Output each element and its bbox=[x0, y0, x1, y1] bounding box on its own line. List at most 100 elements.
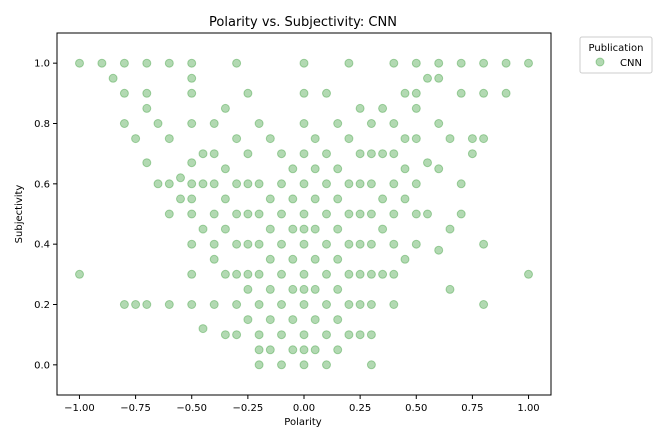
data-point bbox=[187, 300, 197, 309]
data-point bbox=[322, 179, 331, 189]
data-point bbox=[400, 134, 410, 144]
data-point bbox=[322, 330, 331, 340]
data-point bbox=[232, 134, 242, 144]
data-point bbox=[355, 269, 365, 279]
data-point bbox=[467, 134, 477, 144]
data-point bbox=[232, 209, 242, 219]
data-point bbox=[456, 209, 466, 219]
data-point bbox=[501, 58, 511, 68]
legend: Publication CNN bbox=[579, 36, 653, 74]
data-point bbox=[310, 164, 320, 174]
data-point bbox=[310, 315, 320, 325]
data-point bbox=[501, 88, 511, 98]
y-tick-label: 1.0 bbox=[34, 59, 50, 70]
data-point bbox=[187, 179, 197, 189]
data-point bbox=[232, 179, 242, 189]
data-point bbox=[411, 58, 421, 68]
data-point bbox=[445, 134, 455, 144]
data-point bbox=[198, 179, 208, 189]
x-tick-label: 0.50 bbox=[405, 403, 427, 414]
data-point bbox=[220, 224, 230, 234]
data-point bbox=[187, 58, 197, 68]
data-point bbox=[445, 224, 455, 234]
y-axis-label: Subjectivity bbox=[14, 185, 25, 244]
data-point bbox=[164, 300, 174, 309]
data-point bbox=[299, 119, 309, 128]
data-point bbox=[198, 224, 208, 234]
data-point bbox=[164, 58, 174, 68]
data-point bbox=[434, 245, 444, 255]
x-tick-label: −0.50 bbox=[176, 403, 207, 414]
data-point bbox=[108, 73, 118, 83]
data-point bbox=[366, 269, 376, 279]
data-point bbox=[434, 164, 444, 174]
x-tick-label: 0.75 bbox=[461, 403, 483, 414]
x-axis-label: Polarity bbox=[284, 417, 322, 428]
data-point bbox=[187, 269, 197, 279]
data-point bbox=[299, 284, 309, 294]
data-point bbox=[355, 239, 365, 249]
data-point bbox=[243, 88, 253, 98]
data-point bbox=[445, 284, 455, 294]
data-point bbox=[243, 209, 253, 219]
data-point bbox=[355, 300, 365, 309]
data-point bbox=[333, 284, 343, 294]
data-point bbox=[344, 179, 354, 189]
data-point bbox=[389, 179, 399, 189]
data-point bbox=[277, 360, 286, 370]
data-point bbox=[411, 134, 421, 144]
data-point bbox=[333, 164, 343, 174]
data-point bbox=[288, 164, 298, 174]
data-point bbox=[265, 254, 275, 264]
data-point bbox=[344, 209, 354, 219]
data-point bbox=[187, 88, 197, 98]
data-point bbox=[400, 194, 410, 204]
data-point bbox=[389, 269, 399, 279]
data-point bbox=[400, 88, 410, 98]
data-point bbox=[479, 58, 489, 68]
data-point bbox=[322, 149, 331, 159]
data-point bbox=[411, 179, 421, 189]
data-point bbox=[524, 269, 533, 279]
data-point bbox=[344, 300, 354, 309]
data-point bbox=[310, 284, 320, 294]
data-point bbox=[299, 149, 309, 159]
data-point bbox=[254, 179, 264, 189]
data-point bbox=[322, 88, 331, 98]
data-point bbox=[389, 209, 399, 219]
data-point bbox=[389, 300, 399, 309]
x-tick-label: 0.25 bbox=[349, 403, 371, 414]
data-point bbox=[355, 103, 365, 113]
data-point bbox=[265, 315, 275, 325]
data-point bbox=[524, 58, 533, 68]
data-point bbox=[142, 103, 152, 113]
data-point bbox=[153, 119, 163, 128]
data-point bbox=[333, 224, 343, 234]
data-point bbox=[299, 300, 309, 309]
data-point bbox=[243, 315, 253, 325]
data-point bbox=[479, 239, 489, 249]
data-point bbox=[254, 330, 264, 340]
data-point bbox=[265, 194, 275, 204]
chart-title: Polarity vs. Subjectivity: CNN bbox=[209, 15, 397, 30]
data-point bbox=[310, 134, 320, 144]
data-point bbox=[378, 269, 388, 279]
data-point bbox=[243, 179, 253, 189]
data-point bbox=[176, 173, 185, 183]
data-point bbox=[142, 158, 152, 168]
legend-title: Publication bbox=[589, 43, 644, 54]
data-point bbox=[187, 209, 197, 219]
data-point bbox=[164, 134, 174, 144]
y-tick-label: 0.6 bbox=[34, 179, 50, 190]
data-point bbox=[254, 345, 264, 355]
data-point bbox=[187, 73, 197, 83]
data-point bbox=[254, 360, 264, 370]
legend-entry-cnn: CNN bbox=[620, 58, 642, 69]
data-point bbox=[209, 239, 219, 249]
data-point bbox=[277, 300, 286, 309]
data-point bbox=[333, 119, 343, 128]
data-point bbox=[232, 58, 242, 68]
data-point bbox=[220, 103, 230, 113]
data-point bbox=[232, 239, 242, 249]
data-point bbox=[288, 254, 298, 264]
